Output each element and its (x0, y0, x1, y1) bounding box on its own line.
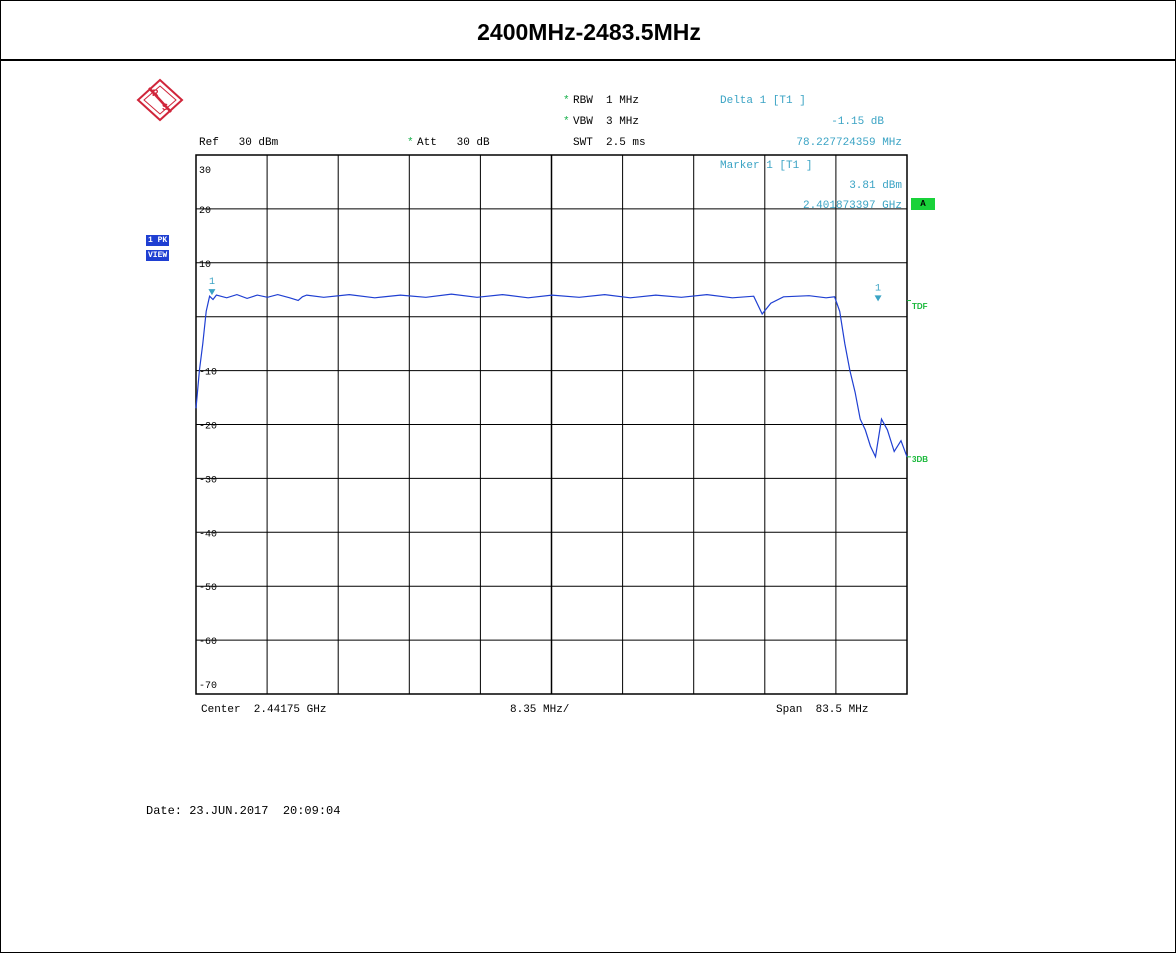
trace-line (195, 293, 908, 459)
delta-marker-frequency: 78.227724359 MHz (796, 137, 902, 149)
marker-1-icon (208, 289, 216, 296)
rbw: RBW 1 MHz (573, 95, 640, 107)
reference-level: Ref 30 dBm (199, 137, 279, 149)
delta-marker-icon (874, 295, 882, 302)
marker-title: Marker 1 [T1 ] (720, 160, 813, 172)
page-title: 2400MHz-2483.5MHz (477, 19, 701, 45)
vbw: VBW 3 MHz (573, 116, 640, 128)
y-tick-label: -20 (199, 422, 217, 433)
3db-label: 3DB (912, 455, 929, 464)
delta-marker-title: Delta 1 [T1 ] (720, 95, 806, 107)
marker-number-label: 1 (209, 277, 215, 288)
capture-date: Date: 23.JUN.2017 20:09:04 (146, 804, 341, 818)
marker-level: 3.81 dBm (849, 180, 902, 192)
y-tick-label: -40 (199, 529, 217, 540)
att-star-icon: * (407, 137, 414, 149)
y-tick-label: -60 (199, 637, 217, 648)
y-tick-label: 10 (199, 260, 211, 271)
y-tick-label: -70 (199, 681, 217, 692)
attenuation: Att 30 dB (417, 137, 490, 149)
y-tick-label: 30 (199, 166, 211, 177)
delta-marker-level: -1.15 dB (831, 116, 884, 128)
sweep-time: SWT 2.5 ms (573, 137, 646, 149)
frequency-span: Span 83.5 MHz (776, 704, 869, 716)
trace-a-badge: A (911, 198, 935, 210)
y-tick-label: -10 (199, 368, 217, 379)
frequency-per-division: 8.35 MHz/ (510, 704, 570, 716)
y-tick-label: -50 (199, 583, 217, 594)
title-bar: 2400MHz-2483.5MHz (0, 0, 1176, 61)
svg-text:R: R (152, 88, 159, 98)
center-frequency: Center 2.44175 GHz (201, 704, 327, 716)
tdf-label: TDF (912, 302, 928, 311)
trace-mode-badge: 1 PK (146, 235, 170, 246)
trace-view-badge: VIEW (146, 250, 170, 261)
marker-number-label: 1 (875, 283, 881, 294)
svg-text:S: S (162, 102, 168, 112)
y-tick-label: -30 (199, 475, 217, 486)
rohde-schwarz-logo-icon: R S (136, 78, 184, 122)
rbw-star-icon: * (563, 95, 570, 107)
y-tick-label: 20 (199, 206, 211, 217)
vbw-star-icon: * (563, 116, 570, 128)
